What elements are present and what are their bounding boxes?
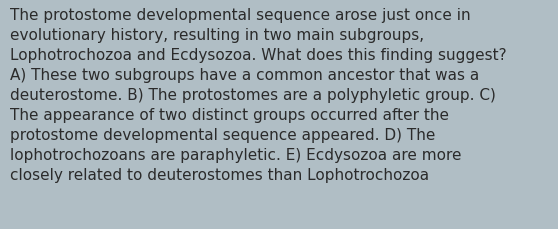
- Text: The protostome developmental sequence arose just once in
evolutionary history, r: The protostome developmental sequence ar…: [10, 8, 507, 183]
